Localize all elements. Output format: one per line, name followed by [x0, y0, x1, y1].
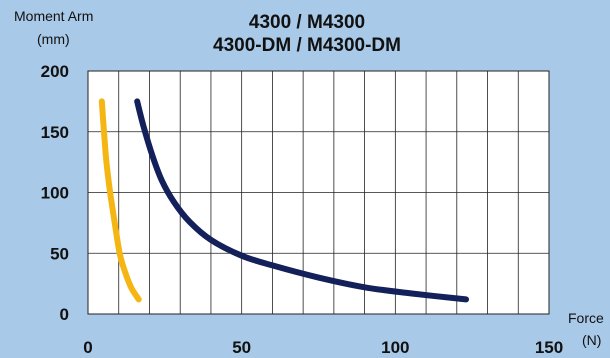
chart-title-line-2: 4300-DM / M4300-DM [213, 35, 401, 56]
y-axis-label-line-1: Moment Arm [14, 8, 93, 24]
x-tick-label: 50 [232, 338, 251, 357]
x-tick-label: 0 [83, 338, 92, 357]
y-tick-label: 0 [60, 305, 69, 324]
series-line-2 [134, 98, 470, 303]
x-axis-label-line-1: Force [568, 310, 604, 326]
chart-title-line-1: 4300 / M4300 [249, 12, 365, 33]
y-axis-label-line-2: (mm) [37, 31, 70, 47]
y-tick-label: 150 [41, 123, 69, 142]
series-layer [98, 98, 470, 303]
x-tick-label: 100 [381, 338, 409, 357]
y-tick-label: 100 [41, 184, 69, 203]
y-tick-label: 50 [50, 244, 69, 263]
x-tick-label: 150 [535, 338, 563, 357]
series-line-1 [98, 98, 142, 303]
tick-labels: 0 50 100 150 0 50 100 150 200 [41, 62, 564, 357]
y-tick-label: 200 [41, 62, 69, 81]
x-axis-label-line-2: (N) [582, 332, 601, 348]
